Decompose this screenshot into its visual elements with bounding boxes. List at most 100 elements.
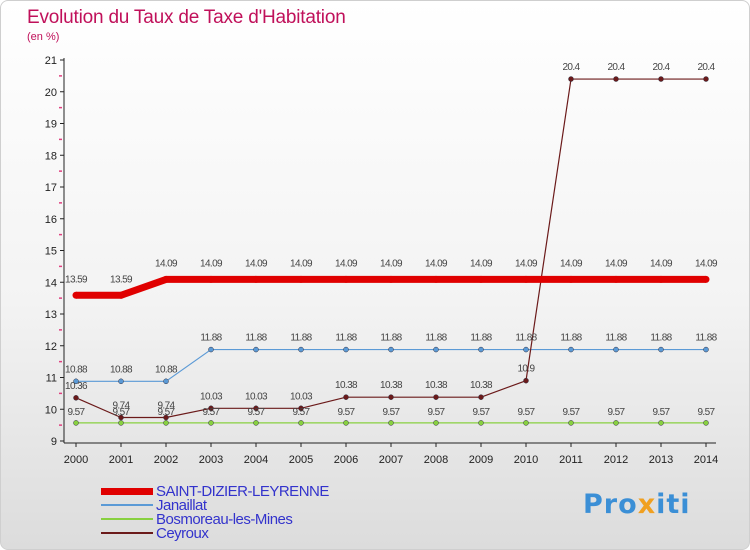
data-label: 9.57 <box>292 407 310 418</box>
data-point <box>568 346 574 353</box>
data-point <box>253 420 259 426</box>
y-tick-label: 18 <box>45 150 57 162</box>
data-label: 20.4 <box>697 62 715 73</box>
y-tick-label: 20 <box>45 87 57 99</box>
data-point <box>613 346 619 353</box>
data-label: 11.88 <box>650 333 672 344</box>
data-point <box>613 76 619 82</box>
data-point <box>388 346 394 353</box>
data-point <box>343 346 349 353</box>
data-point <box>342 275 350 283</box>
data-label: 20.4 <box>607 62 625 73</box>
data-label: 13.59 <box>65 274 88 285</box>
data-label: 11.88 <box>470 333 492 344</box>
data-point <box>388 394 394 400</box>
x-tick-label: 2006 <box>334 454 358 466</box>
y-tick-label: 19 <box>45 119 57 131</box>
data-point <box>208 420 214 426</box>
y-tick-label: 10 <box>45 404 57 416</box>
x-tick-label: 2014 <box>694 454 718 466</box>
legend-swatch <box>101 532 153 534</box>
data-point <box>162 275 170 283</box>
data-point <box>388 420 394 426</box>
data-label: 14.09 <box>245 258 268 269</box>
data-label: 10.38 <box>470 380 493 391</box>
data-label: 10.03 <box>200 391 223 402</box>
data-label: 9.74 <box>157 401 175 412</box>
data-point <box>298 405 304 412</box>
data-label: 20.4 <box>652 62 670 73</box>
data-label: 14.09 <box>515 258 538 269</box>
data-point <box>118 378 124 385</box>
data-point <box>387 275 395 283</box>
x-tick-label: 2001 <box>109 454 133 466</box>
data-label: 9.57 <box>517 407 535 418</box>
x-tick-label: 2003 <box>199 454 223 466</box>
data-point <box>253 405 259 412</box>
x-tick-label: 2008 <box>424 454 448 466</box>
x-tick-label: 2007 <box>379 454 403 466</box>
data-point <box>523 420 529 426</box>
line-chart: 9 10 11 12 13 14 15 16 17 18 19 20 21 2000 2001 2002 200… <box>45 55 719 466</box>
data-point <box>657 275 665 283</box>
data-point <box>73 378 79 385</box>
legend-swatch <box>101 488 153 495</box>
data-point <box>612 275 620 283</box>
data-point <box>658 346 664 353</box>
data-label: 9.57 <box>67 407 85 418</box>
data-point <box>477 275 485 283</box>
data-label: 14.09 <box>155 258 178 269</box>
data-label: 9.57 <box>247 407 265 418</box>
data-label: 20.4 <box>562 62 580 73</box>
data-label: 10.38 <box>380 380 403 391</box>
data-label: 11.88 <box>200 333 222 344</box>
data-point <box>73 420 79 426</box>
data-label: 11.88 <box>335 333 357 344</box>
data-point <box>72 291 80 299</box>
data-point <box>702 275 710 283</box>
y-tick-label: 11 <box>46 373 57 385</box>
data-label: 9.57 <box>382 407 400 418</box>
data-label: 14.09 <box>425 258 448 269</box>
data-label: 9.57 <box>697 407 715 418</box>
data-label: 10.03 <box>245 391 268 402</box>
y-tick-label: 9 <box>51 436 57 448</box>
y-tick-label: 21 <box>45 55 57 67</box>
x-tick-label: 2012 <box>604 454 628 466</box>
data-point <box>433 346 439 353</box>
x-tick-label: 2013 <box>649 454 673 466</box>
data-point <box>433 394 439 400</box>
data-point <box>478 394 484 400</box>
data-point <box>163 378 169 385</box>
data-point <box>613 420 619 426</box>
legend-label: Ceyroux <box>156 525 209 542</box>
data-label: 14.09 <box>650 258 673 269</box>
data-point <box>523 346 529 353</box>
data-point <box>703 346 709 353</box>
data-label: 10.88 <box>65 364 88 375</box>
data-label: 14.09 <box>290 258 313 269</box>
data-label: 10.9 <box>517 364 535 375</box>
data-label: 9.57 <box>157 407 175 418</box>
y-tick-label: 16 <box>45 214 57 226</box>
data-point <box>298 420 304 426</box>
data-label: 14.09 <box>560 258 583 269</box>
data-label: 14.09 <box>470 258 493 269</box>
y-tick-label: 14 <box>45 277 57 289</box>
data-point <box>658 76 664 82</box>
data-point <box>207 275 215 283</box>
data-point <box>522 275 530 283</box>
chart-unit-label: (en %) <box>27 31 60 43</box>
data-point <box>478 346 484 353</box>
x-tick-label: 2002 <box>154 454 178 466</box>
legend-label: Bosmoreau-les-Mines <box>156 511 293 528</box>
data-label: 11.88 <box>515 333 537 344</box>
data-label: 9.74 <box>112 401 130 412</box>
proxiti-logo: Proxiti <box>583 489 691 520</box>
data-point <box>118 420 124 426</box>
data-point <box>343 394 349 400</box>
x-tick-label: 2005 <box>289 454 313 466</box>
data-point <box>298 346 304 353</box>
data-point <box>208 405 214 412</box>
data-point <box>523 377 529 384</box>
